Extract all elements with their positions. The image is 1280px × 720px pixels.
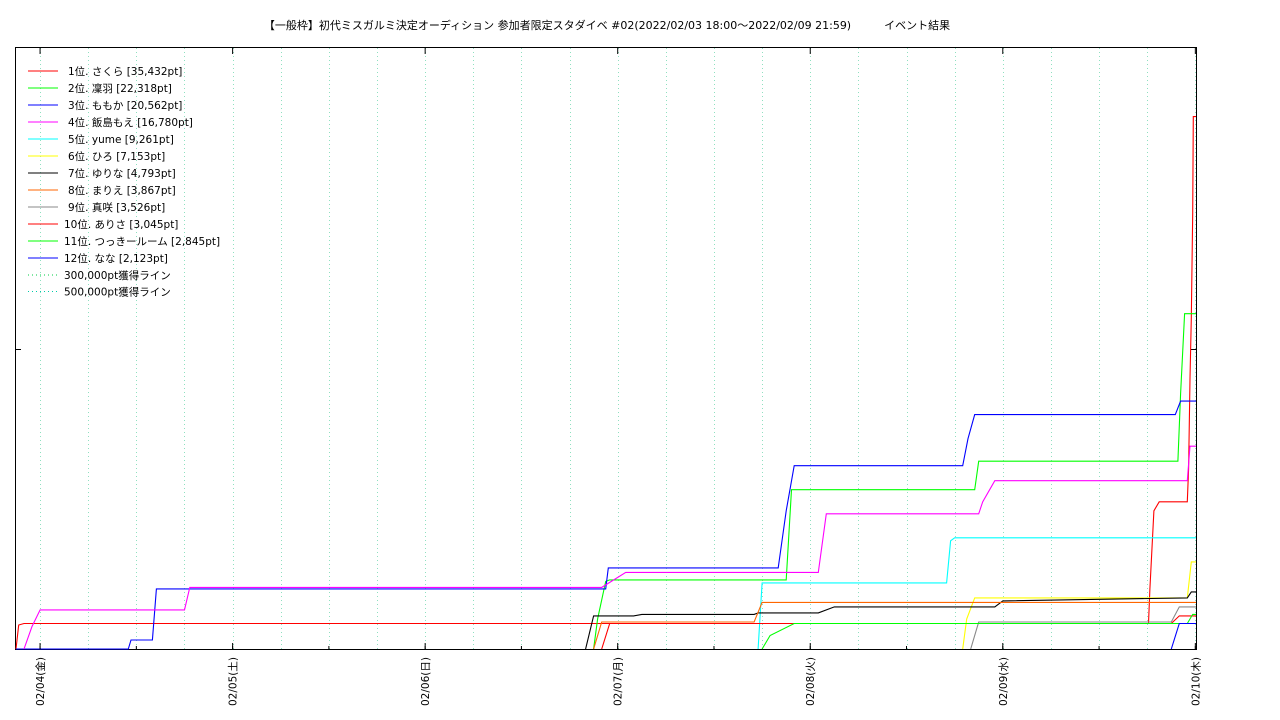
x-tick-label: 02/09(水)	[998, 657, 1010, 706]
series-line-9	[970, 606, 1196, 650]
series-line-7	[585, 591, 1196, 650]
x-tick-label: 02/10(木)	[1190, 657, 1202, 706]
legend-label: 11位. つっきールーム [2,845pt]	[64, 235, 220, 248]
x-axis-ticks: 02/04(金) 02/05(土) 02/06(日) 02/07(月) 02/08(火)…	[34, 48, 1202, 706]
legend-label: 500,000pt獲得ライン	[64, 286, 171, 299]
series-line-12	[1170, 622, 1196, 650]
x-tick-label: 02/07(月)	[613, 657, 625, 706]
legend-label: 10位. ありさ [3,045pt]	[64, 218, 178, 231]
series-line-3	[16, 400, 1196, 650]
series-line-5	[757, 537, 1196, 650]
series-line-6	[962, 561, 1196, 650]
legend-label: 3位. ももか [20,562pt]	[68, 99, 182, 112]
chart-title: 【一般枠】初代ミスガルミ決定オーディション 参加者限定スタダイベ #02(202…	[264, 18, 950, 32]
legend: 1位. さくら [35,432pt] 2位. 凜羽 [22,318pt] 3位. も…	[28, 65, 220, 299]
legend-label: 300,000pt獲得ライン	[64, 269, 171, 282]
series-line-1	[15, 116, 1196, 650]
x-tick-label: 02/04(金)	[34, 657, 47, 706]
legend-label: 7位. ゆりな [4,793pt]	[68, 167, 176, 180]
legend-label: 12位. なな [2,123pt]	[64, 252, 168, 265]
series-line-8	[593, 601, 1196, 650]
legend-label: 4位. 飯島もえ [16,780pt]	[68, 116, 193, 129]
grid-lines	[16, 48, 1196, 649]
series-line-2	[593, 313, 1196, 650]
x-tick-label: 02/08(火)	[805, 657, 817, 706]
plot-frame	[15, 47, 1197, 650]
legend-label: 5位. yume [9,261pt]	[68, 133, 174, 146]
series-line-11	[761, 613, 1196, 650]
legend-label: 8位. まりえ [3,867pt]	[68, 184, 176, 197]
legend-label: 2位. 凜羽 [22,318pt]	[68, 82, 172, 95]
series-line-10	[601, 615, 1196, 650]
legend-label: 1位. さくら [35,432pt]	[68, 65, 182, 78]
legend-label: 9位. 真咲 [3,526pt]	[68, 201, 165, 214]
legend-label: 6位. ひろ [7,153pt]	[68, 150, 165, 163]
series-line-4	[23, 445, 1196, 650]
x-tick-label: 02/05(土)	[227, 657, 240, 706]
series-lines	[15, 116, 1196, 650]
x-tick-label: 02/06(日)	[420, 657, 432, 706]
